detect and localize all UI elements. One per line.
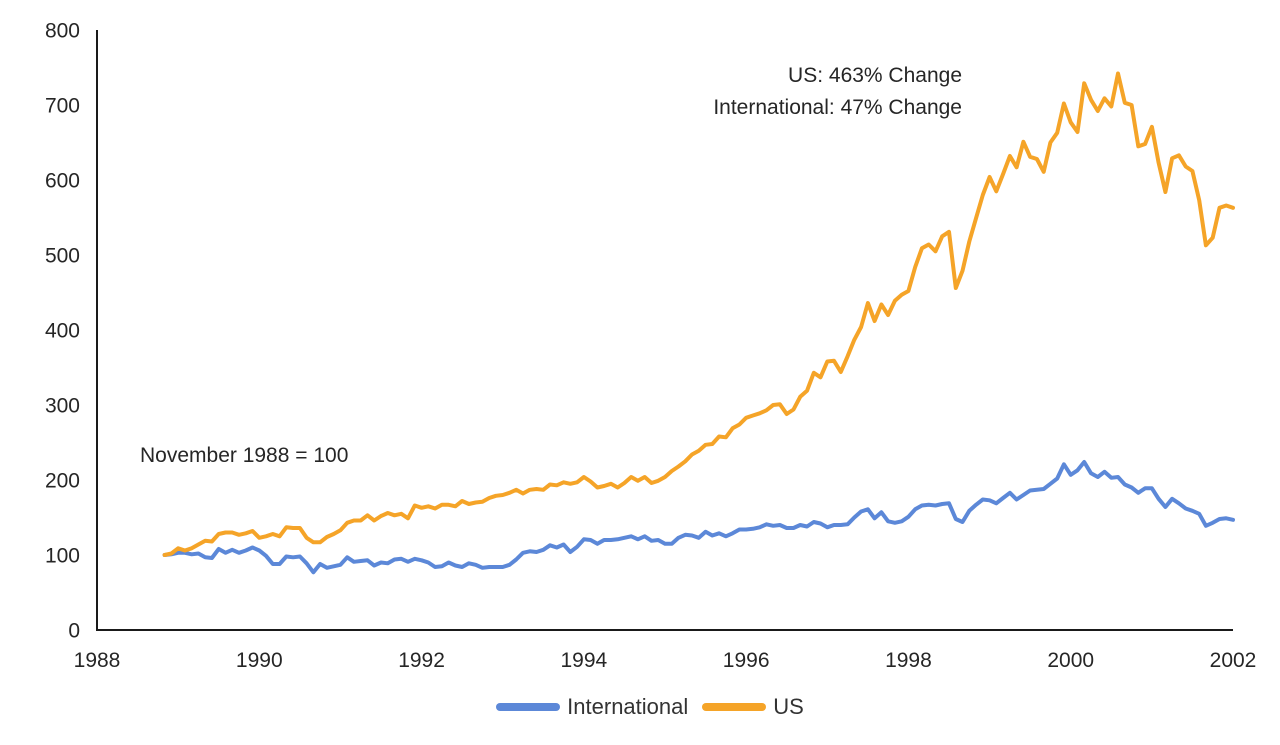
y-tick-label: 300 (45, 395, 80, 418)
y-tick-label: 800 (45, 20, 80, 43)
legend-label-us: US (773, 694, 804, 719)
y-tick-label: 0 (68, 620, 80, 643)
x-tick-label: 1994 (560, 649, 607, 672)
y-tick-label: 500 (45, 245, 80, 268)
x-tick-label: 1992 (398, 649, 445, 672)
us-line-swatch (702, 703, 767, 711)
legend-item-international: International (496, 694, 688, 720)
international-line-swatch (496, 703, 561, 711)
y-tick-label: 100 (45, 545, 80, 568)
x-tick-label: 1990 (236, 649, 283, 672)
y-tick-label: 400 (45, 320, 80, 343)
legend-item-us: US (702, 694, 804, 720)
y-tick-label: 200 (45, 470, 80, 493)
y-tick-label: 700 (45, 95, 80, 118)
change-annotation: US: 463% Change International: 47% Change (713, 60, 962, 123)
us-line (162, 71, 1235, 557)
x-tick-label: 1998 (885, 649, 932, 672)
y-tick-label: 600 (45, 170, 80, 193)
x-tick-label: 1988 (74, 649, 121, 672)
us-change-text: US: 463% Change (788, 64, 962, 87)
x-tick-label: 2002 (1210, 649, 1257, 672)
x-tick-label: 2000 (1047, 649, 1094, 672)
base-index-annotation: November 1988 = 100 (140, 444, 349, 467)
international-change-text: International: 47% Change (713, 95, 962, 119)
x-tick-label: 1996 (723, 649, 770, 672)
legend-label-international: International (567, 694, 689, 719)
international-line (162, 460, 1235, 575)
chart-legend: International US (0, 694, 1280, 720)
